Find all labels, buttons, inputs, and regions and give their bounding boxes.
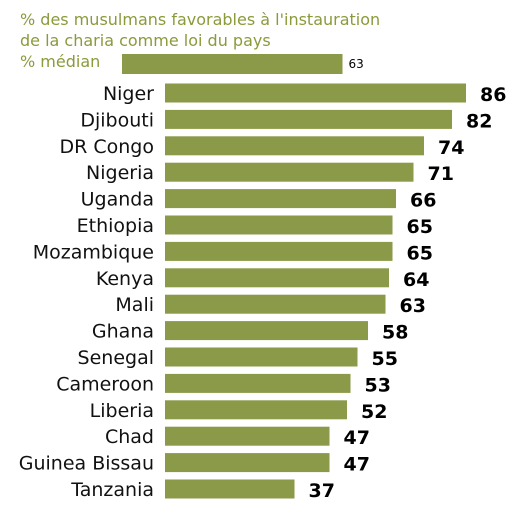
data-label: 71 — [428, 163, 454, 185]
bar — [165, 83, 466, 103]
bar — [165, 453, 330, 473]
bar — [165, 162, 414, 182]
category-label: Cameroon — [56, 373, 154, 395]
bar — [165, 294, 386, 314]
data-label: 52 — [361, 401, 387, 423]
bar — [165, 426, 330, 446]
category-label: Guinea Bissau — [19, 453, 154, 475]
data-label: 66 — [410, 190, 436, 212]
data-label: 47 — [344, 454, 370, 476]
bar — [165, 268, 389, 288]
data-label: 74 — [438, 137, 464, 159]
bar — [165, 215, 393, 235]
data-label: 53 — [365, 374, 391, 396]
median-label: % médian — [20, 52, 100, 71]
category-label: Uganda — [81, 189, 154, 211]
bars-group: Niger 86 Djibouti 82 DR Congo 74 Nigeria 71 Ugan… — [19, 83, 507, 502]
category-label: Nigeria — [86, 162, 154, 184]
data-label: 37 — [309, 480, 335, 502]
data-label: 86 — [480, 84, 506, 106]
category-label: Niger — [103, 83, 154, 105]
category-label: Chad — [105, 426, 154, 448]
category-label: Ethiopia — [77, 215, 154, 237]
bar — [165, 109, 452, 129]
median-value-label: 63 — [349, 57, 364, 71]
data-label: 65 — [407, 216, 433, 238]
bar — [165, 136, 424, 156]
category-label: Senegal — [78, 347, 154, 369]
chart-title-line-1: % des musulmans favorables à l'instaurat… — [20, 10, 380, 29]
bar — [165, 479, 295, 499]
category-label: Ghana — [92, 321, 154, 343]
chart-title-line-2: de la charia comme loi du pays — [20, 31, 271, 50]
bar — [165, 347, 358, 367]
data-label: 63 — [400, 295, 426, 317]
data-label: 58 — [382, 322, 408, 344]
bar — [165, 189, 396, 209]
data-label: 82 — [466, 110, 492, 132]
bar — [165, 241, 393, 261]
category-label: Mali — [115, 294, 154, 316]
category-label: Djibouti — [80, 109, 154, 131]
data-label: 47 — [344, 427, 370, 449]
bar — [165, 373, 351, 393]
bar — [165, 400, 347, 420]
category-label: Mozambique — [33, 241, 154, 263]
category-label: DR Congo — [60, 136, 155, 158]
bar — [165, 321, 368, 341]
data-label: 55 — [372, 348, 398, 370]
category-label: Liberia — [90, 400, 154, 422]
data-label: 65 — [407, 242, 433, 264]
category-label: Kenya — [96, 268, 154, 290]
median-bar — [122, 54, 343, 74]
data-label: 64 — [403, 269, 429, 291]
category-label: Tanzania — [70, 479, 154, 501]
